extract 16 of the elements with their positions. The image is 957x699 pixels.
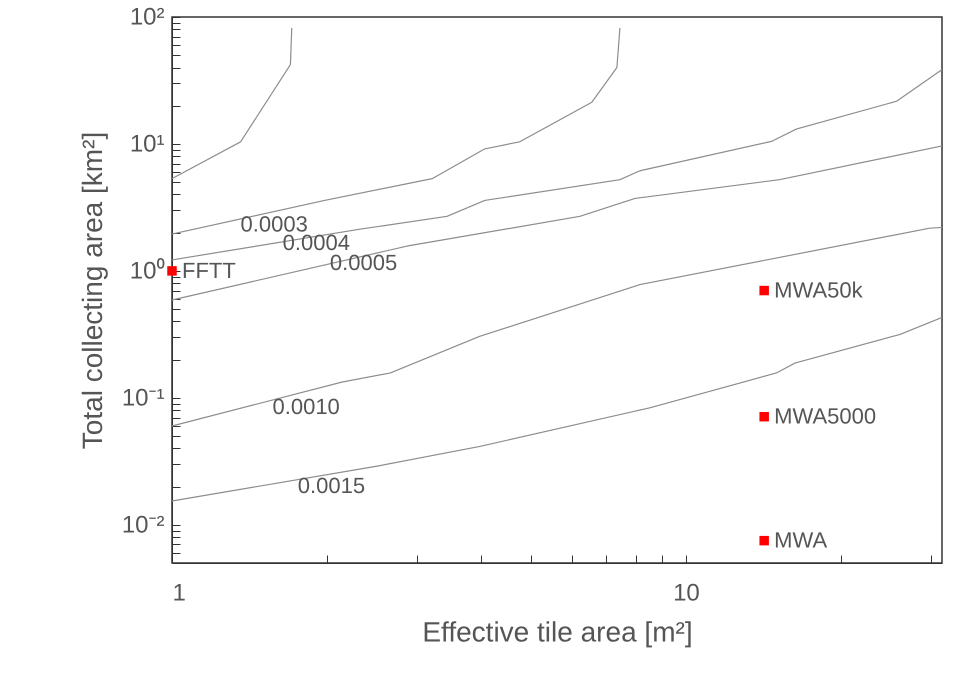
- annotation: MWA50k: [774, 278, 864, 303]
- y-tick-label: 10⁻¹: [122, 384, 165, 412]
- annotation: MWA5000: [774, 404, 876, 429]
- annotation: 0.0005: [330, 250, 398, 276]
- y-axis-title: Total collecting area [km²]: [76, 132, 108, 450]
- annotation: 0.0010: [272, 394, 340, 419]
- y-tick-label: 10⁻²: [122, 511, 165, 538]
- y-tick-label: 10¹: [130, 130, 165, 158]
- y-tick-label: 10²: [130, 4, 165, 30]
- x-tick-label: 10: [673, 580, 700, 606]
- annotation: 0.0015: [298, 473, 366, 498]
- x-axis-title: Effective tile area [m²]: [422, 616, 693, 648]
- annotation: FFTT: [182, 258, 236, 283]
- x-tick-label: 1: [172, 580, 186, 606]
- y-tick-label: 10⁰: [130, 257, 164, 284]
- annotation: MWA: [774, 528, 828, 553]
